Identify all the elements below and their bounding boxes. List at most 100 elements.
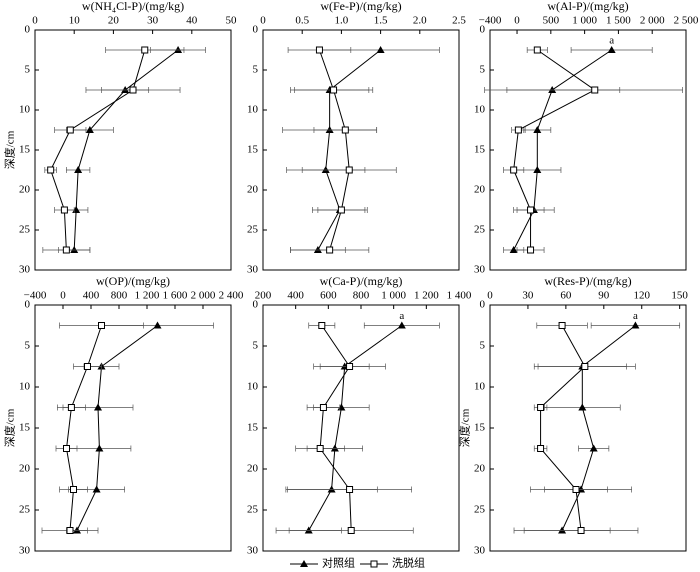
series-line <box>308 325 403 531</box>
chart-title: w(Al-P)/(mg/kg) <box>547 0 628 13</box>
x-tick-label: 1 200 <box>135 290 160 302</box>
annotation: a <box>633 310 638 322</box>
x-tick-label: 2.5 <box>452 15 466 27</box>
annotation: a <box>609 35 614 47</box>
y-tick-label: 15 <box>247 422 259 434</box>
point <box>589 444 598 452</box>
series-line <box>65 325 102 531</box>
point <box>527 206 535 214</box>
y-tick-label: 20 <box>247 463 259 475</box>
y-tick-label: 25 <box>247 224 259 236</box>
y-tick-label: 10 <box>474 104 486 116</box>
x-tick-label: 1.0 <box>335 15 349 27</box>
x-tick-label: 1 400 <box>447 290 472 302</box>
y-tick-label: 0 <box>480 299 486 311</box>
y-axis-label: 深度/cm <box>3 408 17 447</box>
chart-title: w(Res-P)/(mg/kg) <box>544 274 631 288</box>
point <box>70 246 79 253</box>
x-tick-label: 1 000 <box>381 290 406 302</box>
series-line <box>513 49 596 250</box>
y-tick-label: 5 <box>253 340 259 352</box>
series-line <box>318 49 350 251</box>
y-tick-label: 5 <box>25 64 31 76</box>
point <box>153 321 162 329</box>
x-tick-label: 800 <box>353 290 370 302</box>
x-tick-label: 1 500 <box>606 15 631 27</box>
series-line <box>540 325 586 531</box>
y-tick-label: 10 <box>474 381 486 393</box>
y-tick-label: 30 <box>474 545 486 557</box>
y-tick-label: 10 <box>247 104 259 116</box>
x-tick-label: −400 <box>479 15 502 27</box>
x-tick-label: 30 <box>522 290 534 302</box>
x-tick-label: 0 <box>260 15 266 27</box>
y-tick-label: 30 <box>19 264 31 276</box>
legend-label: 对照组 <box>322 556 355 570</box>
annotation: a <box>399 310 404 322</box>
point <box>174 46 183 53</box>
y-tick-label: 15 <box>19 422 31 434</box>
point <box>66 126 74 134</box>
y-tick-label: 25 <box>19 504 31 516</box>
y-axis-label: 深度/cm <box>458 408 472 447</box>
y-tick-label: 10 <box>19 381 31 393</box>
point <box>47 166 55 174</box>
y-tick-label: 5 <box>480 64 486 76</box>
x-tick-label: 1 200 <box>414 290 439 302</box>
chart-title: w(Ca-P)/(mg/kg) <box>320 274 403 288</box>
x-tick-label: 600 <box>320 290 337 302</box>
point <box>121 86 130 93</box>
chart-title: w(NH₄Cl-P)/(mg/kg) <box>82 0 184 13</box>
point <box>397 321 406 329</box>
point <box>60 206 68 214</box>
point <box>631 321 640 329</box>
point <box>548 86 557 93</box>
x-tick-label: 0 <box>32 15 38 27</box>
point <box>141 46 149 54</box>
x-tick-label: 1.5 <box>374 15 388 27</box>
point <box>607 46 616 53</box>
point <box>533 126 542 133</box>
y-tick-label: 20 <box>474 184 486 196</box>
legend-label: 洗脱组 <box>392 556 425 570</box>
x-tick-label: 0 <box>514 15 520 27</box>
y-tick-label: 25 <box>247 504 259 516</box>
point <box>66 527 74 534</box>
y-tick-label: 5 <box>25 340 31 352</box>
point <box>581 363 589 370</box>
y-tick-label: 15 <box>474 422 486 434</box>
plot-frame <box>262 304 460 552</box>
point <box>330 86 338 94</box>
y-tick-label: 5 <box>253 64 259 76</box>
y-tick-label: 15 <box>247 144 259 156</box>
y-tick-label: 0 <box>25 24 31 36</box>
x-tick-label: 150 <box>671 290 688 302</box>
point <box>62 246 70 254</box>
point <box>321 166 330 173</box>
x-tick-label: 500 <box>543 15 560 27</box>
x-tick-label: 10 <box>69 15 81 27</box>
x-tick-label: 0 <box>60 290 66 302</box>
point <box>304 526 313 534</box>
point <box>345 166 353 174</box>
y-tick-label: 15 <box>19 144 31 156</box>
point <box>63 445 70 452</box>
plot-frame <box>34 29 232 271</box>
series-line <box>317 49 381 251</box>
y-tick-label: 0 <box>25 299 31 311</box>
series-line <box>319 325 352 531</box>
x-tick-label: 400 <box>287 290 304 302</box>
y-tick-label: 20 <box>247 184 259 196</box>
point <box>313 246 322 253</box>
x-tick-label: 50 <box>226 15 238 27</box>
point <box>315 46 323 54</box>
point <box>509 246 518 253</box>
x-tick-label: 0.5 <box>295 15 309 27</box>
point <box>67 404 75 411</box>
point <box>319 404 327 411</box>
x-tick-label: 2.0 <box>413 15 427 27</box>
chart-title: w(OP)/(mg/kg) <box>96 274 170 288</box>
x-tick-label: 0 <box>487 290 493 302</box>
